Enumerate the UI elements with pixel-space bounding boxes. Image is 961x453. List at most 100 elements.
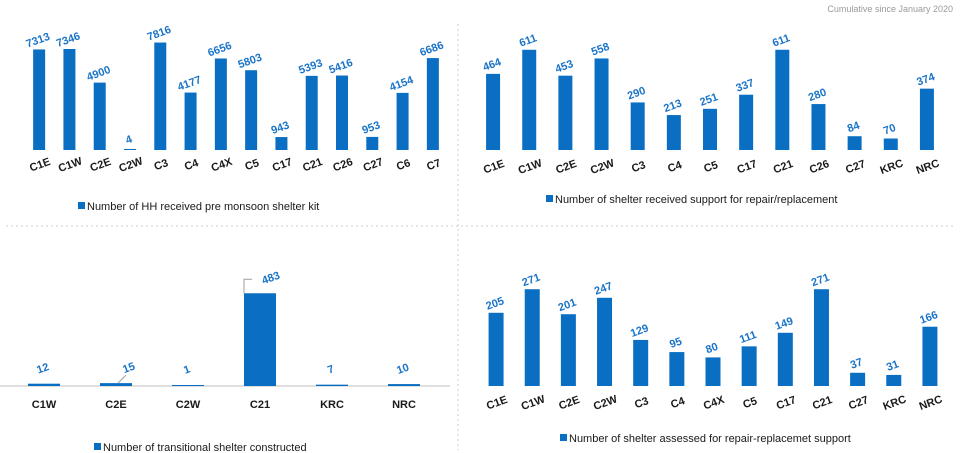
- chart-1-value-label: 4177: [176, 74, 203, 94]
- chart-1-value-label: 943: [270, 119, 291, 137]
- chart-1-legend-label: Number of HH received pre monsoon shelte…: [87, 201, 319, 213]
- chart-1-value-label: 953: [361, 119, 382, 137]
- chart-3-category-label: C2W: [176, 399, 201, 411]
- chart-1-bar-c4: [184, 92, 197, 150]
- chart-2-value-label: 453: [554, 58, 575, 76]
- chart-4-category-label: C4X: [702, 394, 727, 413]
- chart-4-category-label: NRC: [918, 393, 945, 412]
- chart-2-bar-nrc: [919, 88, 934, 150]
- chart-3-value-label: 483: [260, 270, 281, 288]
- chart-1-category-label: C1E: [28, 156, 52, 175]
- chart-2-value-label: 251: [698, 91, 719, 109]
- chart-2-category-label: C1W: [517, 157, 545, 177]
- chart-4-value-label: 129: [629, 322, 650, 340]
- chart-2-legend-label: Number of shelter received support for r…: [555, 194, 837, 206]
- chart-4-bar-c21: [813, 289, 829, 386]
- chart-2-bar-c2w: [594, 58, 609, 150]
- chart-1-bar-c3: [154, 42, 167, 150]
- chart-1-legend-swatch: [78, 202, 85, 209]
- chart-1-value-label: 7313: [25, 31, 52, 51]
- chart-2-category-label: C27: [844, 158, 867, 176]
- chart-3-bar-nrc: [388, 384, 420, 386]
- chart-1-category-label: C17: [271, 156, 294, 174]
- chart-4-legend-swatch: [560, 434, 567, 441]
- chart-4-value-label: 166: [918, 309, 939, 327]
- chart-2-bar-c4: [666, 115, 681, 150]
- chart-4-category-label: C17: [775, 394, 798, 412]
- chart-2-value-label: 280: [807, 86, 828, 104]
- chart-4-value-label: 95: [668, 336, 684, 351]
- chart-4-bar-c3: [633, 339, 649, 386]
- chart-2-value-label: 558: [590, 41, 611, 59]
- chart-2-category-label: C1E: [482, 158, 506, 177]
- chart-1-value-label: 4900: [85, 64, 112, 84]
- chart-4-value-label: 271: [810, 272, 831, 290]
- chart-1-category-label: C3: [153, 157, 170, 173]
- chart-1-bar-c7: [426, 58, 439, 150]
- chart-4-category-label: C21: [811, 394, 834, 412]
- chart-2-bar-c3: [630, 102, 645, 150]
- chart-4-bar-c4: [669, 352, 685, 386]
- chart-1-category-label: C21: [301, 156, 324, 174]
- chart-4-category-label: C3: [633, 395, 650, 411]
- chart-4-value-label: 31: [885, 358, 901, 373]
- chart-2-category-label: C21: [772, 158, 795, 176]
- chart-2-category-label: C3: [630, 159, 647, 175]
- chart-1-category-label: C4X: [210, 156, 235, 175]
- chart-2-category-label: NRC: [915, 157, 942, 176]
- chart-2-value-label: 611: [771, 32, 792, 49]
- chart-1-value-label: 5416: [327, 57, 354, 77]
- chart-2-value-label: 70: [882, 122, 898, 137]
- chart-4-category-label: C2W: [592, 393, 620, 413]
- chart-4-bar-c2w: [597, 297, 613, 386]
- chart-1-category-label: C6: [395, 157, 412, 173]
- chart-1-bar-c27: [366, 136, 379, 150]
- chart-3-value-label: 7: [326, 363, 336, 376]
- chart-2-legend-swatch: [546, 195, 553, 202]
- chart-2-bar-c2e: [558, 75, 573, 150]
- chart-4-bar-c1e: [488, 312, 504, 386]
- chart-4-value-label: 205: [484, 295, 505, 313]
- chart-1-category-label: C4: [183, 157, 201, 173]
- chart-1-value-label: 6656: [206, 40, 233, 60]
- chart-2-category-label: KRC: [878, 157, 905, 176]
- chart-1-bar-c17: [275, 137, 288, 150]
- chart-3-bar-c21: [244, 293, 276, 386]
- chart-1-category-label: C26: [331, 156, 354, 174]
- chart-1-category-label: C7: [425, 157, 442, 173]
- chart-4-category-label: KRC: [881, 393, 908, 412]
- cumulative-note: Cumulative since January 2020: [827, 4, 953, 14]
- chart-2-bar-c1w: [522, 49, 537, 150]
- chart-2-category-label: C5: [702, 159, 719, 175]
- chart-1-bar-c6: [396, 92, 409, 150]
- chart-1-value-label: 5803: [237, 52, 264, 72]
- chart-3-category-label: C2E: [105, 399, 126, 411]
- chart-1-value-label: 4: [124, 133, 135, 147]
- chart-2-bar-c17: [739, 94, 754, 150]
- chart-2-category-label: C26: [808, 158, 831, 176]
- chart-2-value-label: 290: [626, 85, 647, 103]
- chart-4-value-label: 149: [774, 315, 795, 333]
- chart-2-category-label: C2W: [589, 157, 617, 177]
- chart-2-bar-c5: [703, 108, 717, 150]
- chart-4-category-label: C4: [669, 395, 687, 411]
- chart-4-value-label: 111: [738, 329, 758, 346]
- chart-4-category-label: C27: [847, 394, 870, 412]
- chart-1-bar-c1w: [63, 48, 76, 150]
- chart-4-bar-c1w: [524, 289, 540, 386]
- chart-3-category-label: C1W: [32, 399, 57, 411]
- chart-3-category-label: NRC: [392, 399, 416, 411]
- chart-1-bar-c4x: [214, 58, 227, 151]
- chart-3-bar-c2w: [172, 385, 204, 386]
- chart-2-value-label: 84: [846, 119, 862, 135]
- chart-3-bar-c1w: [28, 383, 60, 386]
- chart-2-bar-c1e: [486, 73, 501, 150]
- chart-1-category-label: C27: [362, 156, 385, 174]
- chart-4-category-label: C1E: [485, 394, 509, 413]
- chart-4-value-label: 80: [704, 341, 720, 356]
- chart-3-value-label: 10: [395, 362, 411, 377]
- chart-4-value-label: 37: [849, 356, 865, 371]
- chart-4-bar-c4x: [705, 357, 721, 386]
- chart-2-value-label: 374: [915, 71, 937, 89]
- chart-4-value-label: 247: [593, 280, 614, 298]
